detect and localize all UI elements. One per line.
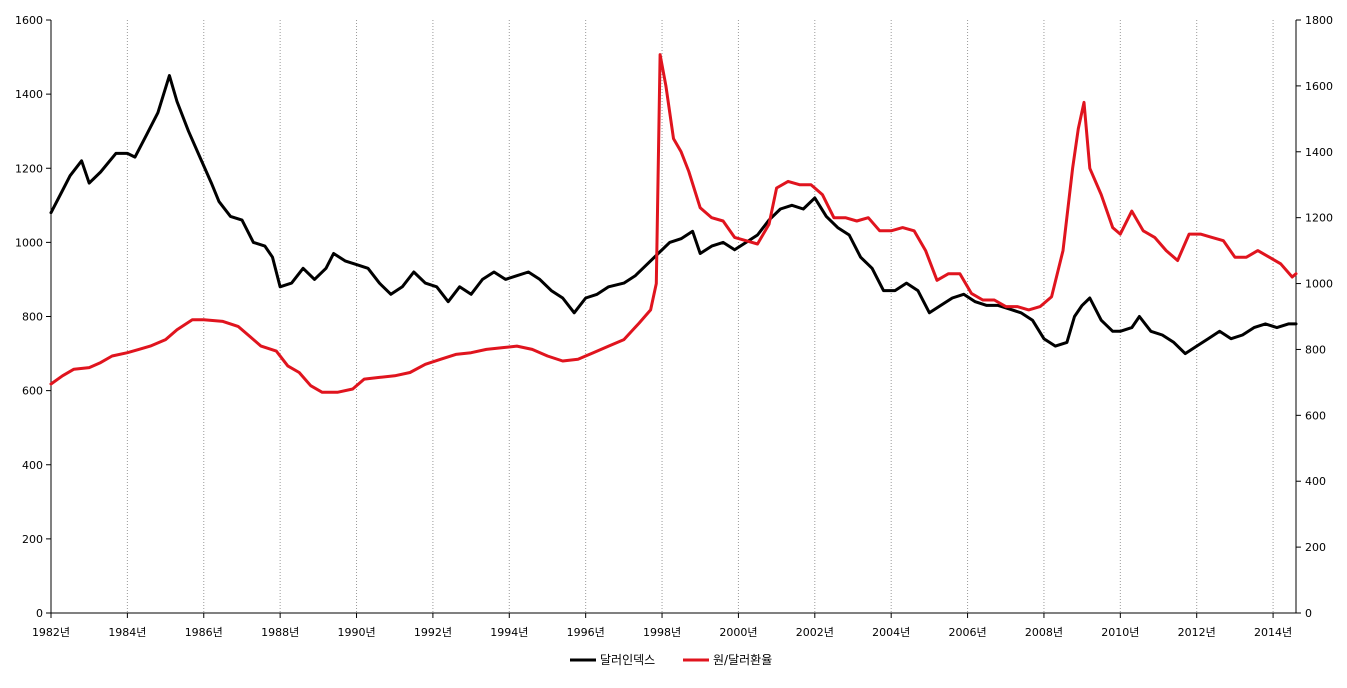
axes: 0 200 400 600 800 1000 1200 1400 1600 0 200 400 600 8…	[15, 14, 1333, 639]
x-tick-label: 2012년	[1178, 626, 1216, 639]
x-tick-label: 1996년	[567, 626, 605, 639]
y-right-tick-label: 800	[1305, 343, 1326, 356]
x-tick-label: 1998년	[643, 626, 681, 639]
x-tick-label: 1988년	[261, 626, 299, 639]
y-left-tick-label: 400	[22, 459, 43, 472]
x-tick-label: 1984년	[108, 626, 146, 639]
y-right-tick-label: 1600	[1305, 80, 1333, 93]
y-left-tick-label: 1400	[15, 88, 43, 101]
x-tick-label: 1982년	[32, 626, 70, 639]
x-tick-label: 2004년	[872, 626, 910, 639]
y-left-tick-label: 0	[36, 607, 43, 620]
y-left-tick-label: 600	[22, 385, 43, 398]
series-lines	[49, 53, 1298, 394]
y-left-tick-label: 1600	[15, 14, 43, 27]
legend-label-2: 원/달러환율	[713, 653, 772, 667]
x-tick-label: 2000년	[719, 626, 757, 639]
y-right-tick-label: 1200	[1305, 212, 1333, 225]
y-right-tick-label: 600	[1305, 409, 1326, 422]
x-tick-label: 1992년	[414, 626, 452, 639]
y-right-tick-label: 1400	[1305, 146, 1333, 159]
series-line-1	[49, 74, 1298, 356]
x-tick-label: 1986년	[185, 626, 223, 639]
x-tick-label: 2010년	[1101, 626, 1139, 639]
x-tick-label: 1990년	[337, 626, 375, 639]
y-right-tick-label: 1800	[1305, 14, 1333, 27]
y-left-tick-label: 1200	[15, 162, 43, 175]
y-left-tick-label: 1000	[15, 236, 43, 249]
legend: 달러인덱스 원/달러환율	[570, 653, 772, 667]
series-line-2	[49, 53, 1298, 394]
y-left-tick-label: 200	[22, 533, 43, 546]
x-tick-label: 2006년	[949, 626, 987, 639]
x-tick-label: 2002년	[796, 626, 834, 639]
y-right-tick-label: 200	[1305, 541, 1326, 554]
x-tick-label: 2008년	[1025, 626, 1063, 639]
x-tick-label: 1994년	[490, 626, 528, 639]
y-left-tick-label: 800	[22, 311, 43, 324]
x-tick-label: 2014년	[1254, 626, 1292, 639]
legend-label-1: 달러인덱스	[600, 653, 655, 667]
y-right-tick-label: 1000	[1305, 278, 1333, 291]
y-right-tick-label: 400	[1305, 475, 1326, 488]
y-right-tick-label: 0	[1305, 607, 1312, 620]
